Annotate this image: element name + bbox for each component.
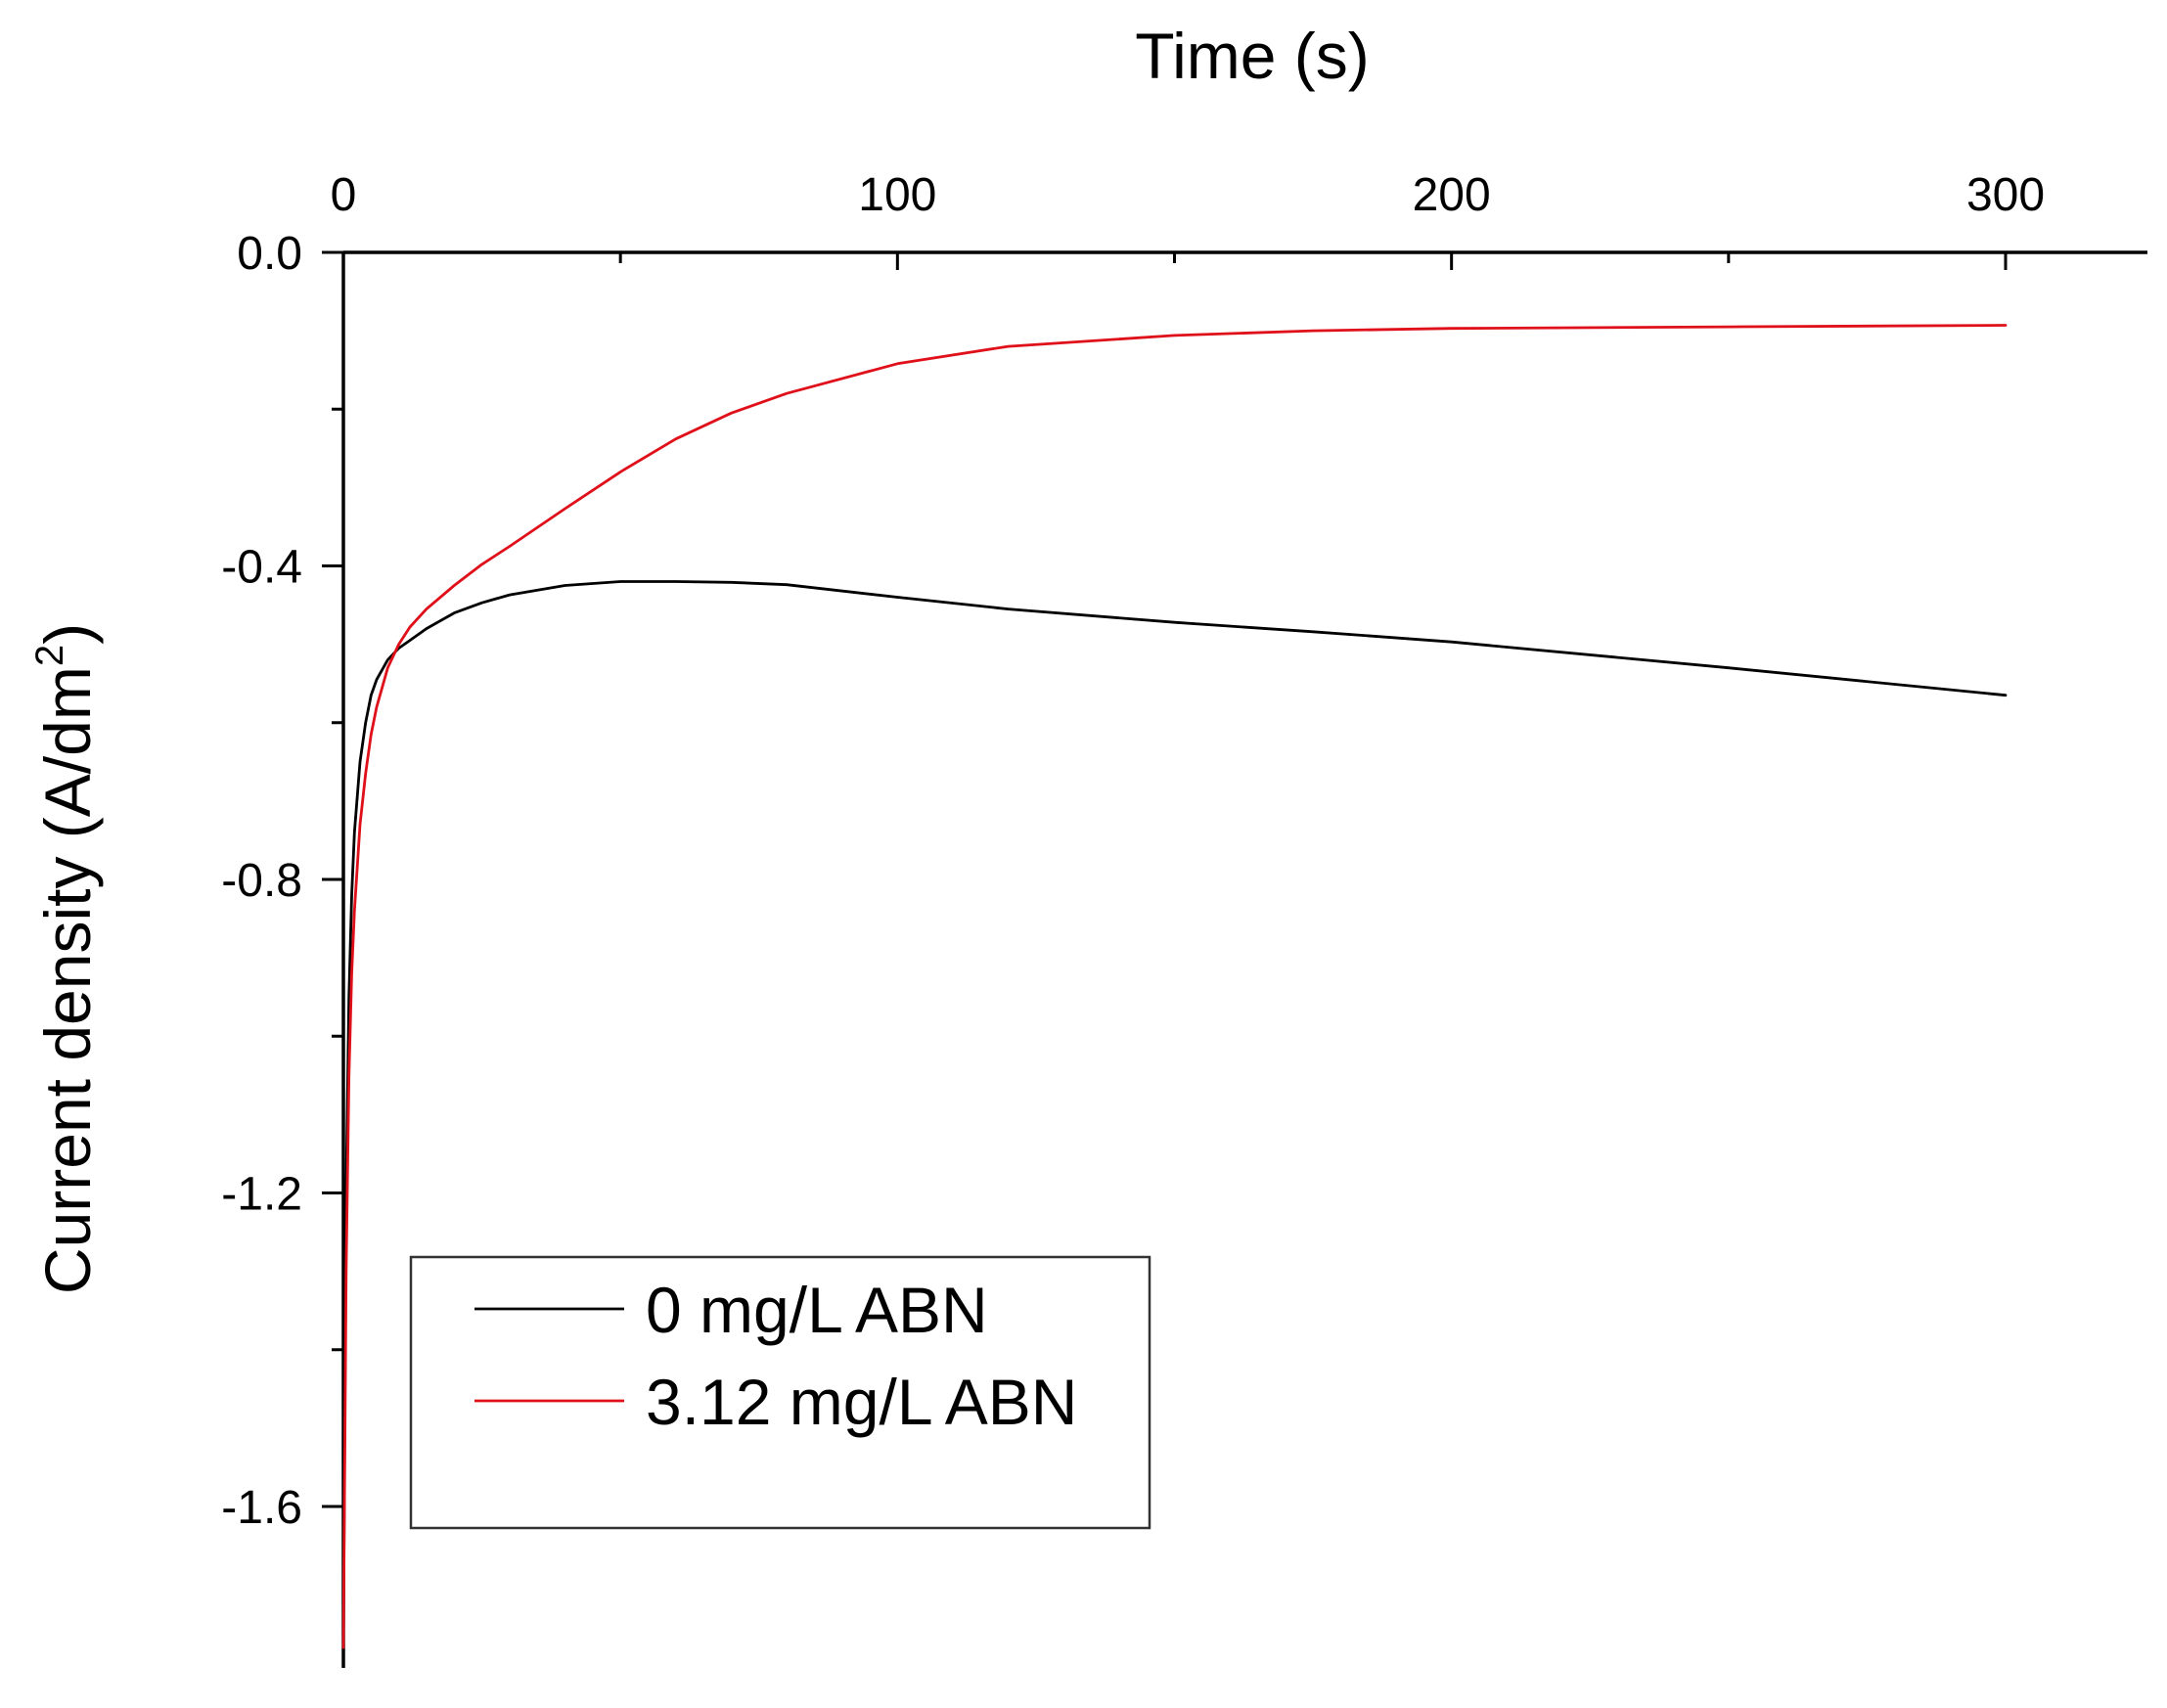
legend-label-3-12-mg-l-abn: 3.12 mg/L ABN	[646, 1366, 1077, 1438]
y-tick-label: -0.8	[221, 855, 302, 907]
legend: 0 mg/L ABN 3.12 mg/L ABN	[409, 1255, 1151, 1530]
x-tick-label: 200	[1413, 169, 1491, 221]
y-axis-title: Current density (A/dm2)	[28, 623, 104, 1294]
legend-box	[409, 1255, 1151, 1530]
y-tick-label: -1.2	[221, 1169, 302, 1221]
y-tick-label: 0.0	[237, 228, 302, 280]
y-axis-title-superscript: 2	[28, 645, 71, 666]
series-layer	[341, 324, 2008, 1649]
y-axis-title-main: Current density (A/dm	[31, 666, 104, 1294]
x-ticks: 0 100 200 300	[331, 169, 2045, 270]
x-tick-label: 0	[331, 169, 357, 221]
x-axis-title: Time (s)	[1135, 20, 1370, 92]
y-tick-label: -0.4	[221, 542, 302, 594]
y-tick-label: -1.6	[221, 1482, 302, 1534]
x-tick-label: 100	[858, 169, 936, 221]
x-tick-label: 300	[1966, 169, 2045, 221]
legend-label-0-mg-l-abn: 0 mg/L ABN	[646, 1274, 988, 1346]
y-ticks: 0.0 -0.4 -0.8 -1.2 -1.6	[221, 228, 343, 1534]
series-line-3-12-mg-l-abn	[341, 324, 2008, 1649]
y-axis-title-close: )	[31, 623, 104, 645]
series-line-0-mg-l-abn	[341, 580, 2008, 1649]
